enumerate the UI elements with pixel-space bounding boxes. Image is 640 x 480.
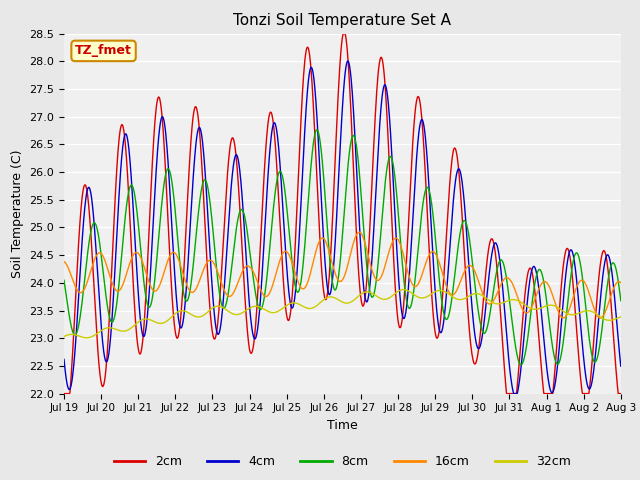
- Legend: 2cm, 4cm, 8cm, 16cm, 32cm: 2cm, 4cm, 8cm, 16cm, 32cm: [109, 450, 576, 473]
- X-axis label: Time: Time: [327, 419, 358, 432]
- Text: TZ_fmet: TZ_fmet: [75, 44, 132, 58]
- Title: Tonzi Soil Temperature Set A: Tonzi Soil Temperature Set A: [234, 13, 451, 28]
- Y-axis label: Soil Temperature (C): Soil Temperature (C): [11, 149, 24, 278]
